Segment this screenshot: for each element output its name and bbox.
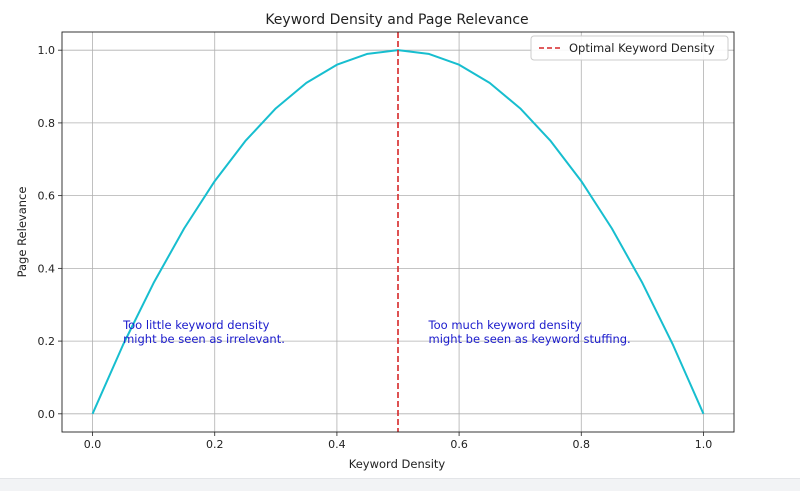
legend-label: Optimal Keyword Density (569, 41, 715, 55)
x-tick-label: 0.0 (84, 438, 102, 451)
y-tick-label: 0.2 (38, 335, 56, 348)
y-tick-label: 0.0 (38, 408, 56, 421)
y-tick-label: 1.0 (38, 44, 56, 57)
y-tick-label: 0.8 (38, 117, 56, 130)
y-tick-label: 0.4 (38, 262, 56, 275)
annotation-text: Too much keyword density (428, 318, 582, 332)
annotation-text: might be seen as irrelevant. (123, 332, 285, 346)
x-tick-label: 0.4 (328, 438, 346, 451)
annotation-text: might be seen as keyword stuffing. (429, 332, 631, 346)
legend-box (530, 35, 729, 61)
plot-frame (61, 31, 735, 433)
axes-frame (61, 31, 735, 433)
x-tick-label: 0.8 (573, 438, 591, 451)
chart-title: Keyword Density and Page Relevance (265, 12, 528, 28)
page-footer-strip (0, 478, 800, 491)
y-tick-label: 0.6 (38, 190, 56, 203)
y-axis-label: Page Relevance (15, 187, 29, 278)
x-tick-label: 0.6 (450, 438, 468, 451)
chart: 0.0 0.2 0.4 0.6 0.8 1.0 0.0 0.2 0.4 0.6 0.8 1.0 Too… (15, 12, 735, 471)
series-layer (91, 32, 705, 432)
axis-ticks: 0.0 0.2 0.4 0.6 0.8 1.0 0.0 0.2 0.4 0.6 0.8 1.0 (38, 44, 713, 451)
x-tick-label: 1.0 (695, 438, 713, 451)
x-axis-label: Keyword Density (349, 457, 446, 471)
x-tick-label: 0.2 (206, 438, 224, 451)
annotation-text: Too little keyword density (122, 318, 270, 332)
legend: Optimal Keyword Density (530, 35, 729, 61)
